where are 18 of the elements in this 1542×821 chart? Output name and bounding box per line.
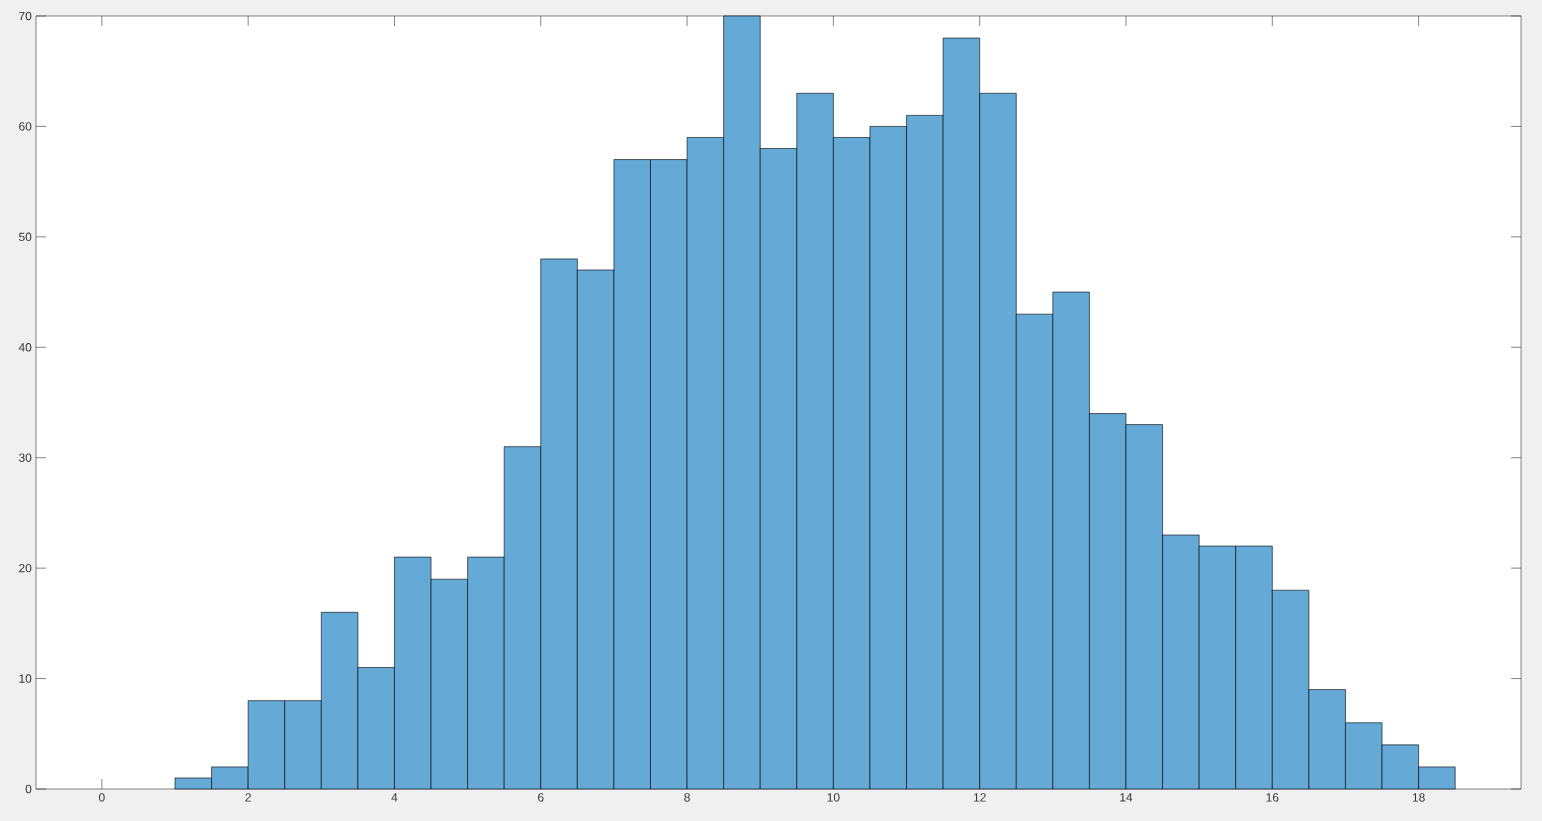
y-tick-label: 10 (19, 674, 32, 683)
y-tick-label: 40 (18, 343, 32, 352)
y-tick-label: 50 (19, 232, 32, 242)
y-tick-label: 70 (19, 11, 32, 21)
x-tick-label: 0 (98, 793, 105, 802)
x-tick-label: 6 (538, 793, 544, 802)
x-tick-label: 18 (1412, 793, 1425, 802)
x-tick-label: 10 (827, 793, 840, 802)
x-tick-label: 16 (1266, 793, 1279, 802)
y-tick-label: 20 (19, 563, 32, 573)
y-tick-label: 0 (25, 784, 32, 794)
y-tick-label: 30 (18, 453, 32, 462)
y-tick-label: 60 (19, 122, 32, 131)
x-tick-label: 12 (973, 793, 986, 802)
x-tick-label: 8 (684, 793, 690, 802)
x-tick-label: 14 (1120, 793, 1133, 802)
x-tick-label: 2 (245, 793, 251, 802)
x-tick-label: 4 (391, 793, 398, 802)
